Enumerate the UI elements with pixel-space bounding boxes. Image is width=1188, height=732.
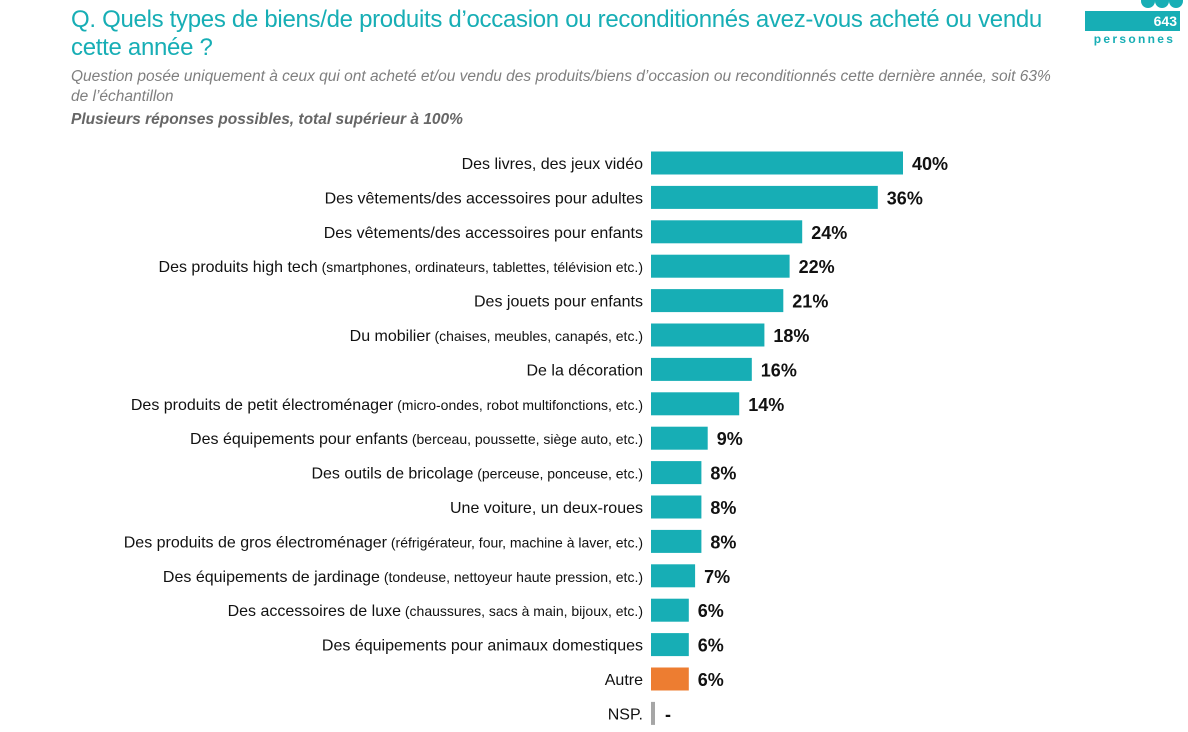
category-label: Une voiture, un deux-roues: [450, 500, 643, 517]
bar: [651, 564, 696, 588]
category-detail: (smartphones, ordinateurs, tablettes, té…: [318, 259, 643, 275]
category-label: Des équipements pour enfants (berceau, p…: [190, 431, 643, 448]
category-label: Des produits high tech (smartphones, ord…: [159, 259, 643, 276]
badge-bar: [1085, 11, 1180, 31]
question-subtitle: Question posée uniquement à ceux qui ont…: [71, 68, 1051, 105]
value-label: 14%: [748, 395, 784, 415]
category-label: NSP.: [608, 706, 643, 723]
category-main: Des équipements pour animaux domestiques: [322, 638, 643, 655]
category-main: Des produits de petit électroménager: [131, 397, 394, 414]
value-label: 8%: [710, 464, 736, 484]
category-label: Des livres, des jeux vidéo: [462, 156, 644, 173]
category-detail: (perceuse, ponceuse, etc.): [473, 466, 643, 482]
category-detail: (micro-ondes, robot multifonctions, etc.…: [393, 397, 643, 413]
category-main: Du mobilier: [350, 328, 432, 345]
value-label: 7%: [704, 567, 730, 587]
bar: [651, 633, 689, 657]
bar: [651, 151, 903, 175]
sample-count: 643: [1153, 13, 1177, 29]
category-main: Des équipements de jardinage: [163, 569, 380, 586]
category-label: Des outils de bricolage (perceuse, ponce…: [311, 466, 643, 483]
multiple-answers-note: Plusieurs réponses possibles, total supé…: [71, 111, 463, 128]
bar: [651, 598, 689, 622]
sample-label: personnes: [1093, 32, 1176, 46]
value-label: -: [665, 704, 671, 724]
category-main: Des livres, des jeux vidéo: [462, 156, 644, 173]
category-detail: (berceau, poussette, siège auto, etc.): [408, 431, 643, 447]
category-main: Des équipements pour enfants: [190, 431, 408, 448]
bar: [651, 289, 784, 313]
value-label: 16%: [761, 360, 797, 380]
category-main: Des accessoires de luxe: [228, 603, 402, 620]
category-label: Des produits de petit électroménager (mi…: [131, 397, 643, 414]
bar: [651, 461, 702, 485]
sample-size-badge: 643 personnes: [1085, 0, 1185, 48]
value-label: 18%: [773, 326, 809, 346]
bar: [651, 701, 655, 725]
category-label: Des jouets pour enfants: [474, 294, 643, 311]
category-label: Des accessoires de luxe (chaussures, sac…: [228, 603, 643, 620]
value-label: 8%: [710, 532, 736, 552]
category-main: NSP.: [608, 706, 643, 723]
question-title: Q. Quels types de biens/de produits d’oc…: [71, 6, 1042, 61]
bar: [651, 254, 790, 278]
category-label: Des vêtements/des accessoires pour adult…: [325, 190, 643, 207]
people-icon: [1141, 0, 1155, 8]
category-main: Des vêtements/des accessoires pour adult…: [325, 190, 643, 207]
category-detail: (tondeuse, nettoyeur haute pression, etc…: [380, 569, 643, 585]
value-label: 36%: [887, 188, 923, 208]
bar: [651, 357, 752, 381]
bar: [651, 495, 702, 519]
bar: [651, 185, 878, 209]
category-label: Des équipements pour animaux domestiques: [322, 638, 643, 655]
category-main: Des produits de gros électroménager: [124, 534, 388, 551]
bar: [651, 392, 740, 416]
category-label: Des équipements de jardinage (tondeuse, …: [163, 569, 643, 586]
category-main: Une voiture, un deux-roues: [450, 500, 643, 517]
category-label: De la décoration: [526, 362, 643, 379]
category-detail: (chaises, meubles, canapés, etc.): [431, 328, 643, 344]
category-detail: (chaussures, sacs à main, bijoux, etc.): [401, 603, 643, 619]
value-label: 8%: [710, 498, 736, 518]
category-main: Des produits high tech: [159, 259, 318, 276]
category-label: Des vêtements/des accessoires pour enfan…: [324, 225, 643, 242]
value-label: 22%: [799, 257, 835, 277]
bar: [651, 426, 708, 450]
bar: [651, 529, 702, 553]
category-label: Du mobilier (chaises, meubles, canapés, …: [350, 328, 643, 345]
category-main: Des jouets pour enfants: [474, 294, 643, 311]
people-icon: [1155, 0, 1169, 8]
value-label: 6%: [698, 670, 724, 690]
category-main: Autre: [605, 672, 643, 689]
category-main: Des outils de bricolage: [311, 466, 473, 483]
value-label: 24%: [811, 223, 847, 243]
category-main: De la décoration: [526, 362, 643, 379]
bar: [651, 323, 765, 347]
value-label: 6%: [698, 601, 724, 621]
category-detail: (réfrigérateur, four, machine à laver, e…: [387, 534, 643, 550]
value-label: 6%: [698, 636, 724, 656]
people-icon: [1169, 0, 1183, 8]
bar: [651, 220, 803, 244]
value-label: 40%: [912, 154, 948, 174]
category-main: Des vêtements/des accessoires pour enfan…: [324, 225, 643, 242]
category-label: Autre: [605, 672, 643, 689]
value-label: 21%: [792, 292, 828, 312]
category-label: Des produits de gros électroménager (réf…: [124, 534, 643, 551]
value-label: 9%: [717, 429, 743, 449]
bar: [651, 667, 689, 691]
